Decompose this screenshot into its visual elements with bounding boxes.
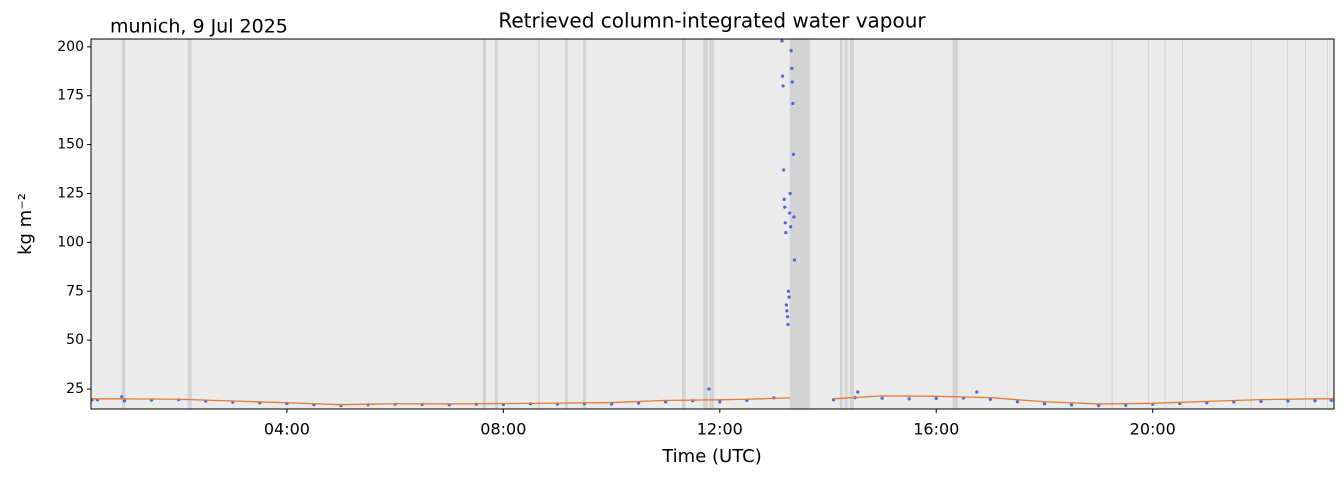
flag-span (187, 39, 192, 409)
flag-span (1250, 39, 1252, 409)
x-axis-label: Time (UTC) (661, 446, 762, 467)
data-point (790, 80, 794, 84)
data-point (907, 397, 911, 401)
y-tick-label: 75 (66, 283, 84, 299)
data-point (988, 397, 992, 402)
flag-span (1286, 39, 1289, 409)
y-axis-label: kg m⁻² (15, 193, 36, 255)
data-point (1042, 402, 1047, 406)
data-point (1124, 403, 1128, 407)
chart-title: Retrieved column-integrated water vapour (498, 9, 926, 33)
flag-span (537, 39, 540, 409)
data-point (780, 39, 784, 43)
x-tick-label: 20:00 (1130, 420, 1176, 439)
data-point (784, 303, 788, 307)
y-tick-label: 100 (57, 234, 84, 250)
plot-area (91, 39, 1334, 409)
y-tick-label: 175 (57, 88, 84, 104)
data-point (789, 49, 793, 53)
x-tick-label: 04:00 (264, 420, 310, 439)
y-tick-label: 50 (66, 332, 84, 348)
data-point (122, 399, 127, 403)
flag-span (1304, 39, 1306, 409)
flag-span (1147, 39, 1149, 409)
x-tick-label: 12:00 (697, 420, 743, 439)
data-point (783, 221, 787, 225)
x-tick-label: 16:00 (913, 420, 959, 439)
flag-span (703, 39, 708, 409)
data-point (787, 295, 791, 299)
data-point (1069, 403, 1074, 407)
plot-frame (90, 38, 1335, 410)
data-point (792, 215, 796, 219)
data-point (783, 205, 787, 209)
flag-span (844, 39, 848, 409)
data-point (1015, 400, 1020, 404)
flag-span (1326, 39, 1329, 409)
data-point (790, 66, 794, 70)
data-point (791, 152, 796, 156)
data-point (120, 395, 124, 399)
flag-span (1164, 39, 1166, 409)
data-point (934, 396, 938, 401)
flag-span (849, 39, 855, 409)
data-point (880, 396, 884, 400)
data-point (975, 390, 979, 394)
data-point (664, 400, 668, 404)
y-tick-label: 150 (57, 137, 84, 153)
flag-span (582, 39, 586, 409)
flag-span (565, 39, 568, 409)
data-point (1313, 399, 1317, 403)
y-tick-label: 125 (57, 185, 84, 201)
y-tick-label: 25 (66, 381, 84, 397)
data-point (785, 309, 789, 313)
data-point (781, 84, 785, 88)
data-point (718, 400, 722, 404)
flag-span (952, 39, 958, 409)
data-point (789, 225, 793, 229)
data-point (788, 211, 792, 215)
data-point (1329, 398, 1333, 402)
data-point (1286, 399, 1290, 403)
data-point (786, 289, 791, 293)
data-point (792, 258, 797, 262)
flag-span (494, 39, 498, 409)
data-point (788, 191, 792, 196)
flag-span (709, 39, 714, 409)
data-point (784, 231, 788, 235)
data-point (791, 101, 795, 106)
data-point (609, 402, 614, 406)
annotation: munich, 9 Jul 2025 (110, 16, 288, 38)
flag-span (839, 39, 843, 409)
x-tick-label: 08:00 (480, 420, 526, 439)
data-point (780, 74, 785, 78)
flag-span (1181, 39, 1184, 409)
flag-span (121, 39, 126, 409)
y-tick-label: 200 (57, 39, 84, 55)
data-point (782, 197, 786, 201)
data-line (92, 395, 1334, 406)
data-point (856, 390, 860, 394)
flag-span (1111, 39, 1113, 409)
data-point (785, 315, 790, 319)
flag-span (789, 39, 810, 409)
flag-span (482, 39, 487, 409)
data-point (637, 401, 641, 405)
data-point (782, 168, 786, 172)
data-point (1097, 404, 1101, 408)
flag-span (681, 39, 686, 409)
data-point (707, 387, 711, 391)
data-point (1259, 399, 1263, 403)
data-point (786, 322, 790, 327)
